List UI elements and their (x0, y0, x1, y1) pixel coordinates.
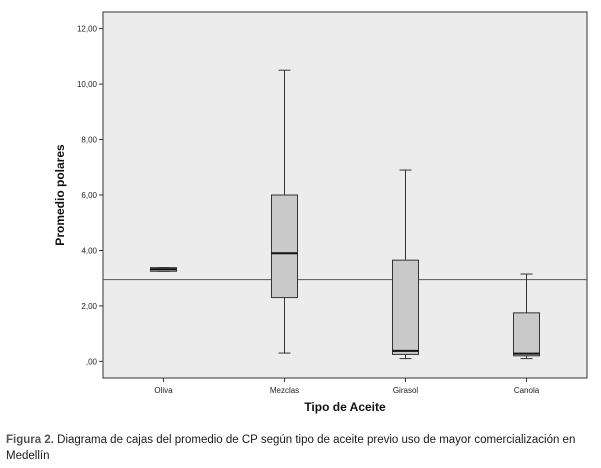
y-axis-title: Promedio polares (53, 144, 67, 246)
y-tick-label: 4,00 (81, 246, 97, 255)
box-iqr (392, 259, 419, 355)
caption-text: Diagrama de cajas del promedio de CP seg… (6, 434, 576, 462)
caption-label: Figura 2. (6, 434, 54, 446)
y-tick-label: ,00 (86, 357, 98, 366)
x-axis-title: Tipo de Aceite (304, 400, 386, 414)
plot-area (102, 11, 588, 379)
boxplot-chart: ,00 2,00 4,00 6,00 8,00 10,00 12,00 Oliva Mezcl… (53, 11, 588, 414)
x-tick-label: Mezclas (270, 386, 299, 395)
box-mezclas (271, 69, 298, 354)
box-iqr (271, 194, 298, 299)
y-tick-label: 6,00 (81, 191, 97, 200)
box-girasol (392, 169, 419, 360)
y-axis: ,00 2,00 4,00 6,00 8,00 10,00 12,00 (77, 25, 103, 366)
y-tick-label: 2,00 (81, 302, 97, 311)
x-tick-label: Girasol (393, 386, 419, 395)
box-canola (513, 273, 540, 360)
x-axis: Oliva Mezclas Girasol Canola (154, 378, 540, 395)
box-oliva (150, 267, 177, 272)
y-tick-label: 8,00 (81, 136, 97, 145)
y-tick-label: 10,00 (77, 80, 98, 89)
y-tick-label: 12,00 (77, 25, 98, 34)
x-tick-label: Oliva (154, 386, 173, 395)
box-iqr (513, 312, 540, 357)
boxes (150, 69, 540, 360)
figure-caption: Figura 2. Diagrama de cajas del promedio… (6, 432, 596, 464)
x-tick-label: Canola (514, 386, 540, 395)
